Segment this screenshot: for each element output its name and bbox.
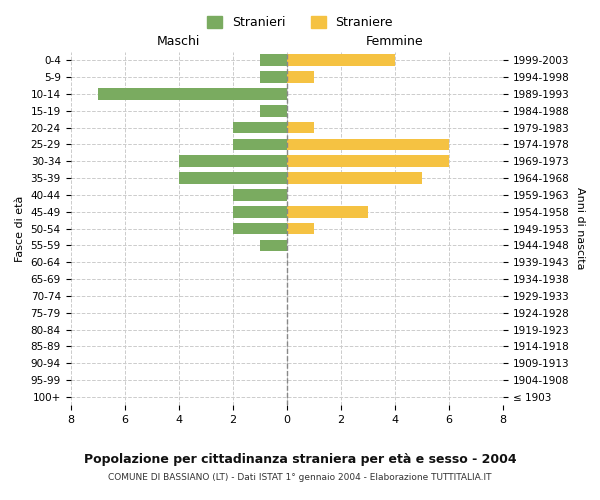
Bar bbox=[260, 71, 287, 83]
Text: COMUNE DI BASSIANO (LT) - Dati ISTAT 1° gennaio 2004 - Elaborazione TUTTITALIA.I: COMUNE DI BASSIANO (LT) - Dati ISTAT 1° … bbox=[108, 473, 492, 482]
Y-axis label: Anni di nascita: Anni di nascita bbox=[575, 188, 585, 270]
Text: Popolazione per cittadinanza straniera per età e sesso - 2004: Popolazione per cittadinanza straniera p… bbox=[83, 452, 517, 466]
Text: Maschi: Maschi bbox=[157, 36, 200, 49]
Bar bbox=[287, 156, 449, 167]
Bar bbox=[179, 156, 287, 167]
Bar bbox=[233, 122, 287, 134]
Bar bbox=[233, 138, 287, 150]
Bar bbox=[287, 71, 314, 83]
Text: Femmine: Femmine bbox=[366, 36, 424, 49]
Bar bbox=[287, 138, 449, 150]
Bar bbox=[260, 105, 287, 117]
Y-axis label: Fasce di età: Fasce di età bbox=[15, 196, 25, 262]
Legend: Stranieri, Straniere: Stranieri, Straniere bbox=[202, 11, 398, 34]
Bar bbox=[179, 172, 287, 184]
Bar bbox=[233, 222, 287, 234]
Bar bbox=[287, 54, 395, 66]
Bar bbox=[287, 122, 314, 134]
Bar bbox=[98, 88, 287, 100]
Bar bbox=[287, 172, 422, 184]
Bar bbox=[260, 54, 287, 66]
Bar bbox=[260, 240, 287, 252]
Bar bbox=[287, 206, 368, 218]
Bar bbox=[233, 206, 287, 218]
Bar bbox=[233, 189, 287, 201]
Bar bbox=[287, 222, 314, 234]
